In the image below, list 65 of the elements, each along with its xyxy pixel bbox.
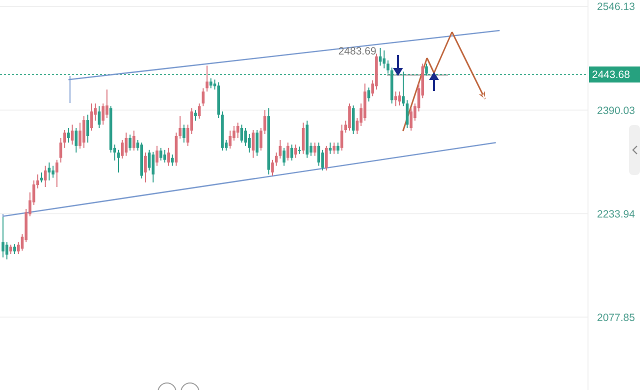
candlestick — [171, 154, 174, 166]
candlestick — [244, 128, 247, 146]
candlestick — [410, 108, 412, 132]
candlestick — [70, 124, 74, 146]
candlestick — [9, 244, 12, 255]
candlestick — [152, 151, 155, 183]
candlestick — [278, 139, 282, 160]
candlestick — [198, 102, 201, 120]
candlestick — [206, 65, 208, 92]
candlestick — [128, 134, 132, 152]
candlestick — [256, 130, 258, 156]
candlestick — [52, 165, 54, 178]
candlestick — [194, 110, 197, 122]
candlestick — [78, 122, 82, 150]
candlestick — [332, 142, 336, 154]
candlestick — [294, 144, 297, 158]
candlestick — [167, 147, 170, 166]
candlestick — [5, 242, 8, 260]
annotation: 2483.69 — [338, 46, 376, 58]
candlestick — [159, 147, 162, 162]
candlestick — [210, 78, 212, 89]
candlestick — [148, 149, 151, 171]
candlestick — [182, 124, 186, 144]
candlestick — [340, 124, 344, 152]
candlestick — [202, 88, 205, 107]
y-tick-label: 2233.94 — [597, 208, 636, 220]
candlestick — [352, 104, 355, 134]
candlestick — [132, 130, 136, 152]
candlestick — [106, 89, 108, 119]
candlestick — [163, 149, 166, 163]
candlestick — [90, 102, 93, 132]
ref-line-label: 2443.68 — [592, 69, 630, 82]
candlestick — [367, 87, 370, 102]
candlestick — [67, 128, 70, 144]
candlestick — [325, 145, 328, 171]
candlestick — [321, 149, 324, 171]
candlestick — [271, 159, 274, 176]
candlestick — [313, 142, 316, 156]
y-tick-label: 2390.03 — [597, 104, 636, 117]
candlestick — [144, 152, 147, 183]
candlestick — [248, 133, 251, 154]
candlestick — [286, 142, 290, 162]
y-tick-label: 2546.13 — [597, 1, 636, 14]
candlestick — [282, 147, 286, 166]
candlestick — [117, 149, 120, 173]
candlestick — [260, 128, 262, 152]
candlestick — [2, 216, 4, 258]
candlestick — [290, 144, 294, 162]
candlestick — [156, 145, 158, 166]
candlestick — [86, 114, 90, 144]
candlestick — [398, 91, 401, 106]
candlestick — [236, 122, 240, 138]
candlestick — [102, 102, 104, 126]
candlestick — [13, 244, 16, 255]
candlestick — [40, 172, 43, 183]
candlestick — [82, 116, 86, 148]
candlestick — [56, 159, 58, 188]
candlestick — [44, 165, 47, 188]
y-tick-label: 2077.85 — [597, 312, 636, 324]
candlestick — [74, 128, 78, 154]
candlestick — [348, 102, 351, 132]
candlestick — [228, 130, 232, 150]
candlestick — [252, 130, 255, 158]
candlestick — [336, 142, 340, 154]
candlestick — [298, 146, 301, 154]
